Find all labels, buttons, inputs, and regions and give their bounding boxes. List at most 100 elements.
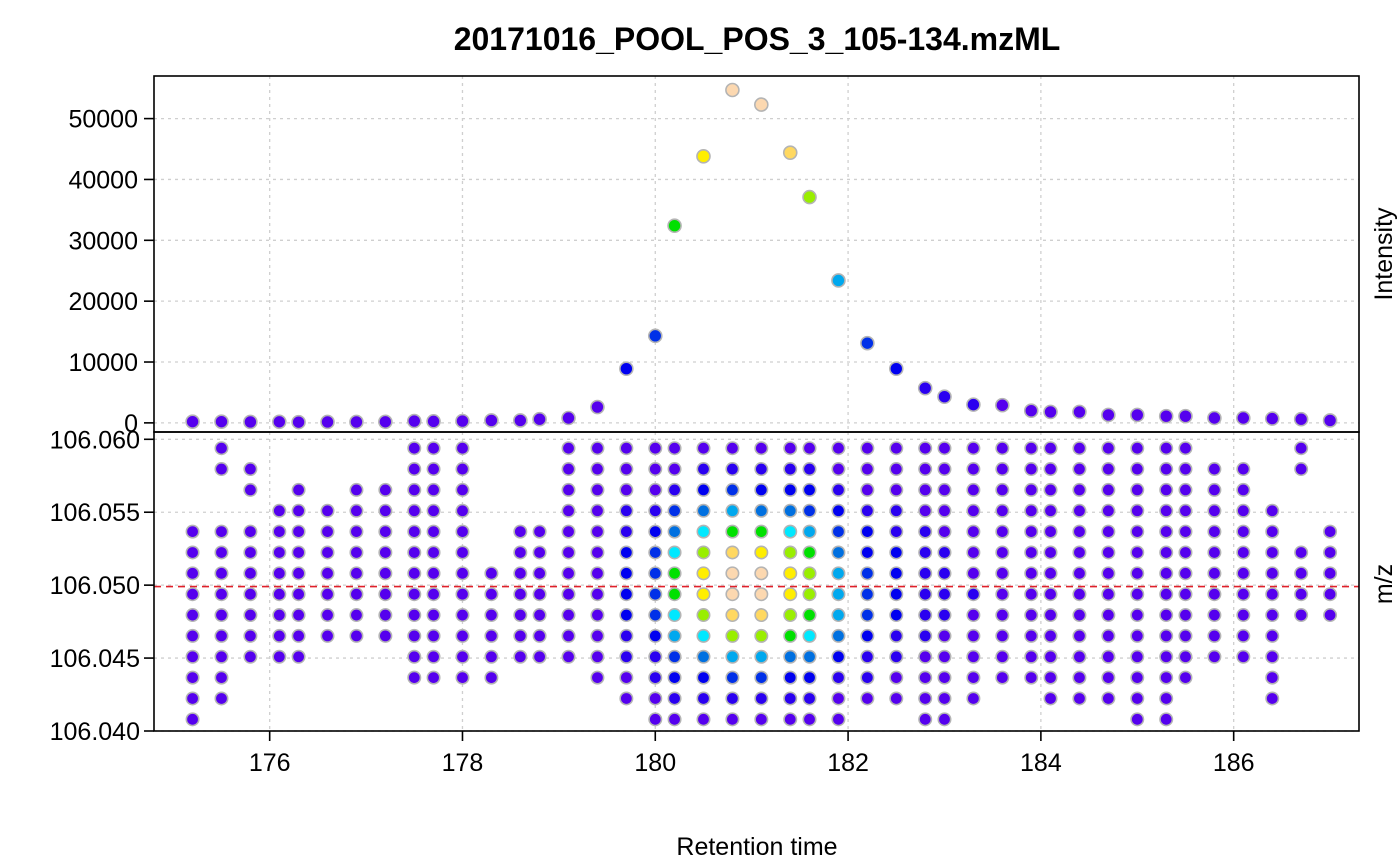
mz-point: [1043, 441, 1058, 456]
mz-point: [889, 462, 904, 477]
mz-point: [455, 670, 470, 685]
mz-point: [1043, 628, 1058, 643]
mz-point: [349, 587, 364, 602]
mz-point: [561, 608, 576, 623]
intensity-point: [860, 335, 875, 351]
intensity-point: [1101, 407, 1116, 423]
mz-point: [696, 608, 711, 623]
mz-point: [561, 441, 576, 456]
mz-point: [1130, 587, 1145, 602]
mz-point: [426, 545, 441, 560]
mz-point: [667, 587, 682, 602]
mz-point: [754, 628, 769, 643]
mz-point: [185, 587, 200, 602]
mz-point: [320, 608, 335, 623]
mz-point: [214, 608, 229, 623]
mz-point: [937, 608, 952, 623]
mz-point: [754, 482, 769, 497]
mz-point: [214, 566, 229, 581]
mz-point: [783, 628, 798, 643]
mz-point: [532, 649, 547, 664]
mz-point: [860, 628, 875, 643]
mz-point: [1043, 482, 1058, 497]
mz-point: [407, 587, 422, 602]
mz-point: [291, 608, 306, 623]
mz-point: [291, 503, 306, 518]
mz-point: [349, 545, 364, 560]
mz-point: [1265, 524, 1280, 539]
intensity-point: [696, 149, 711, 164]
mz-point: [1294, 441, 1309, 456]
mz-point: [783, 441, 798, 456]
intensity-point: [272, 414, 287, 430]
mz-point: [889, 670, 904, 685]
mz-point: [937, 503, 952, 518]
mz-point: [937, 441, 952, 456]
mz-point: [1236, 608, 1251, 623]
mz-point: [860, 545, 875, 560]
mz-point: [725, 691, 740, 706]
mz-point: [513, 524, 528, 539]
mz-point: [831, 566, 846, 581]
mz-point: [696, 566, 711, 581]
intensity-axis-label: Intensity: [1370, 207, 1398, 301]
intensity-point: [561, 410, 576, 426]
mz-point: [1159, 691, 1174, 706]
intensity-point: [1264, 411, 1280, 426]
mz-point: [725, 482, 740, 497]
mz-point: [1024, 566, 1039, 581]
mz-point: [1323, 608, 1338, 623]
intensity-point: [725, 82, 740, 98]
mz-point: [272, 503, 287, 518]
mz-point: [995, 441, 1010, 456]
mz-point: [802, 545, 817, 560]
mz-point: [1130, 691, 1145, 706]
mz-point: [802, 524, 817, 539]
mz-point: [918, 649, 933, 664]
mz-point: [889, 608, 904, 623]
intensity-tick-label: 50000: [68, 106, 138, 134]
mz-point: [966, 503, 981, 518]
mz-point: [966, 587, 981, 602]
mz-point: [214, 628, 229, 643]
mz-point: [320, 566, 335, 581]
mz-point: [407, 670, 422, 685]
mz-point: [995, 566, 1010, 581]
mz-point: [1178, 545, 1193, 560]
mz-point: [754, 712, 769, 727]
mz-point: [648, 608, 663, 623]
mz-point: [754, 462, 769, 477]
mz-point: [561, 566, 576, 581]
mz-point: [1323, 587, 1338, 602]
mz-point: [696, 441, 711, 456]
mz-point: [590, 441, 605, 456]
mz-point: [1043, 462, 1058, 477]
mz-point: [802, 566, 817, 581]
mz-point: [995, 524, 1010, 539]
mz-point: [561, 545, 576, 560]
mz-point: [619, 566, 634, 581]
mz-point: [426, 462, 441, 477]
mz-point: [754, 503, 769, 518]
mz-point: [407, 441, 422, 456]
intensity-point: [754, 97, 769, 112]
mz-point: [407, 628, 422, 643]
mz-point: [1265, 587, 1280, 602]
mz-point: [185, 524, 200, 539]
mz-point: [291, 482, 306, 497]
mz-point: [407, 608, 422, 623]
intensity-point: [937, 389, 952, 405]
mz-point: [1207, 503, 1222, 518]
mz-point: [1101, 670, 1116, 685]
mz-point: [1072, 503, 1087, 518]
intensity-point: [455, 413, 470, 429]
mz-point: [590, 524, 605, 539]
mz-point: [667, 649, 682, 664]
x-axis-label: Retention time: [676, 833, 837, 861]
mz-point: [966, 545, 981, 560]
mz-point: [532, 524, 547, 539]
mz-point: [1265, 649, 1280, 664]
mz-axis-label: m/z: [1370, 564, 1398, 604]
intensity-point: [513, 413, 528, 428]
